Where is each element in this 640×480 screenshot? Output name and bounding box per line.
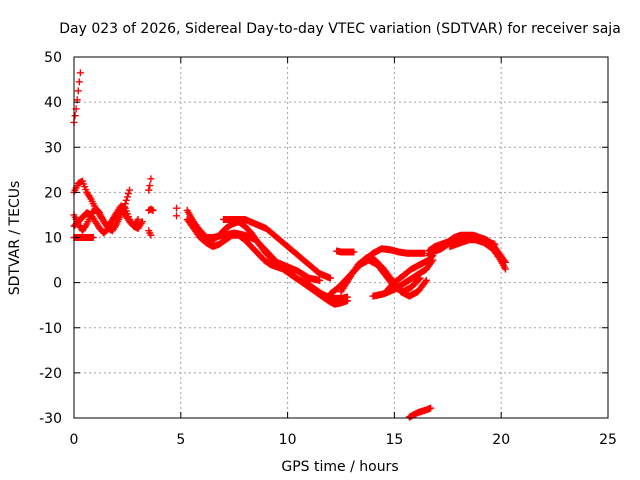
series-s6 (145, 175, 155, 194)
data-point (316, 276, 324, 284)
x-tick-label: 5 (176, 432, 185, 448)
data-points (70, 69, 509, 421)
data-point (145, 186, 153, 194)
data-point (75, 78, 83, 86)
series-s23 (446, 236, 499, 251)
data-point (124, 190, 132, 198)
y-tick-label: -30 (39, 411, 62, 427)
data-point (501, 258, 509, 266)
y-tick-label: 0 (53, 276, 62, 292)
data-point (500, 257, 508, 265)
series-s12 (220, 215, 334, 282)
data-point (427, 404, 435, 412)
series-s7 (145, 205, 157, 214)
x-tick-label: 20 (492, 432, 510, 448)
data-point (71, 112, 79, 120)
data-point (422, 276, 430, 284)
data-point (350, 248, 358, 256)
series-s9 (173, 204, 181, 220)
series-s13 (198, 229, 324, 284)
y-tick-label: 20 (44, 185, 62, 201)
x-axis-label: GPS time / hours (281, 459, 398, 475)
series-s11 (183, 215, 351, 302)
x-tick-label: 0 (70, 432, 79, 448)
y-tick-label: 10 (44, 231, 62, 247)
y-tick-label: -10 (39, 321, 62, 337)
y-tick-label: 30 (44, 140, 62, 156)
data-point (491, 240, 499, 248)
x-tick-label: 10 (279, 432, 297, 448)
data-point (501, 265, 509, 273)
data-point (76, 69, 84, 77)
data-point (134, 215, 142, 223)
series-s14 (333, 247, 358, 256)
data-point (122, 196, 130, 204)
data-point (421, 278, 429, 286)
data-point (123, 193, 131, 201)
data-point (173, 204, 181, 212)
x-tick-label: 15 (385, 432, 403, 448)
axes: 0 5 10 15 20 25 -30 -20 -10 0 10 20 30 40 50 (39, 50, 617, 448)
data-point (74, 87, 82, 95)
data-point (147, 175, 155, 183)
chart-title: Day 023 of 2026, Sidereal Day-to-day VTE… (59, 21, 621, 37)
y-tick-label: 50 (44, 50, 62, 66)
series-s8 (145, 227, 155, 239)
series-s18 (369, 256, 437, 300)
data-point (146, 182, 154, 190)
data-point (149, 206, 157, 214)
y-tick-label: -20 (39, 366, 62, 382)
data-point (326, 274, 334, 282)
y-tick-label: 40 (44, 95, 62, 111)
data-point (343, 293, 351, 301)
series-s20 (405, 404, 435, 421)
data-point (126, 186, 134, 194)
x-tick-label: 25 (599, 432, 617, 448)
data-point (173, 212, 181, 220)
series-s19 (382, 252, 437, 296)
y-axis-label: SDTVAR / TECUs (7, 181, 23, 296)
data-point (147, 231, 155, 239)
data-point (420, 249, 428, 257)
data-point (138, 218, 146, 226)
data-point (89, 234, 97, 241)
